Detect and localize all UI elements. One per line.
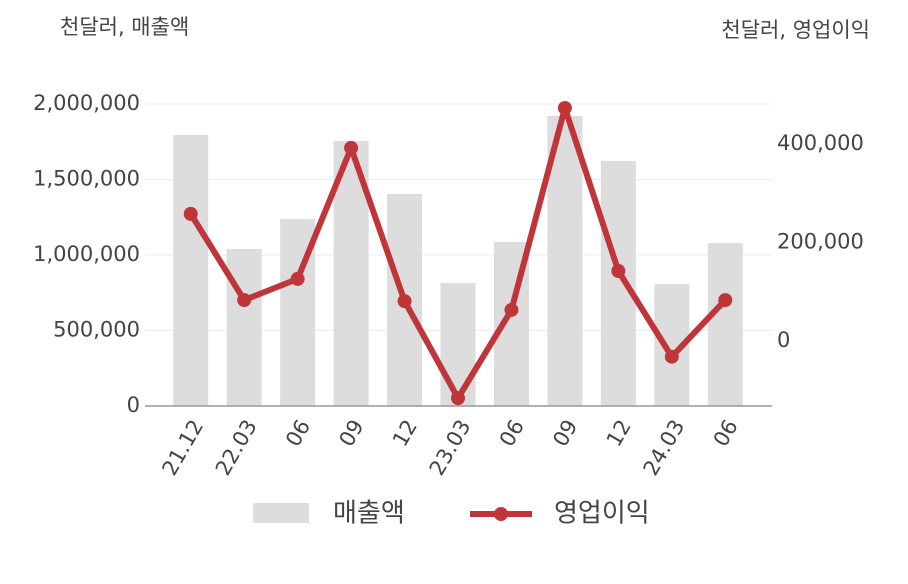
y2-tick-label: 200,000 [777,229,864,253]
y-tick-label: 1,000,000 [33,242,140,266]
point [344,140,359,155]
x-tick-label: 09 [334,416,368,451]
y-axis-title: 천달러, 매출액 [60,15,189,39]
y2-tick-label: 0 [777,328,790,352]
x-tick-label: 12 [388,416,422,451]
bar [600,160,636,406]
y-tick-label: 2,000,000 [33,91,140,115]
x-tick-label: 24.03 [638,416,689,480]
x-tick-label: 21.12 [157,416,208,480]
x-tick-label: 06 [495,416,529,451]
legend-label: 영업이익 [554,499,650,529]
bar [547,115,583,406]
point [557,100,572,115]
x-tick-label: 22.03 [211,416,262,480]
point [504,302,519,317]
point [237,293,252,308]
x-tick-label: 09 [548,416,582,451]
legend-swatch [494,507,508,521]
point [664,349,679,364]
x-tick-label: 06 [281,416,315,451]
y2-axis-title: 천달러, 영업이익 [721,18,870,42]
y-tick-label: 0 [127,393,140,417]
y2-tick-label: 400,000 [777,131,864,155]
point [718,293,733,308]
bar [226,248,262,406]
x-tick-label: 12 [602,416,636,451]
legend-swatch [253,503,309,523]
point [451,391,465,406]
bar [173,134,209,406]
y-tick-label: 500,000 [53,318,140,342]
bar [440,282,476,406]
point [397,294,412,309]
legend-label: 매출액 [333,499,405,529]
point [290,271,305,286]
y-tick-label: 1,500,000 [33,167,140,191]
bar [707,243,743,406]
x-tick-label: 23.03 [425,416,476,480]
point [183,206,198,221]
point [611,264,626,279]
x-tick-label: 06 [709,416,743,451]
